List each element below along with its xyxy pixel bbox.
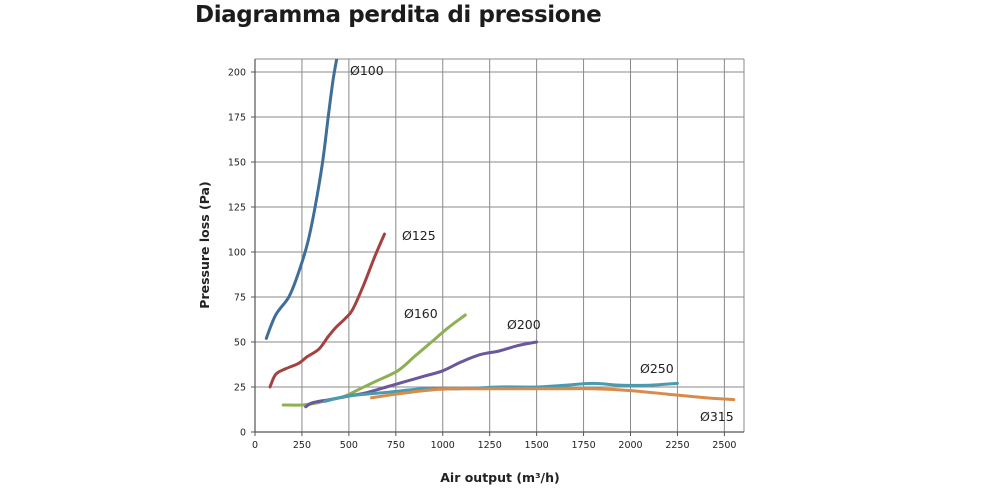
series-line-d250	[323, 381, 679, 403]
series-line-d100	[264, 59, 339, 340]
series-line-d315	[369, 387, 736, 402]
x-tick-label: 1750	[571, 440, 595, 451]
x-tick-label: 2000	[618, 440, 642, 451]
x-tick-label: 1000	[431, 440, 455, 451]
x-tick-label: 250	[293, 440, 311, 451]
series-lines	[264, 59, 736, 409]
tick-labels: 0 250 500 750 1000 1250 1500 1750 2000 2250 2500 0 2…	[228, 68, 737, 452]
x-tick-label: 750	[387, 440, 405, 451]
x-axis-label: Air output (m³/h)	[440, 470, 560, 485]
series-label-d100: Ø100	[350, 63, 384, 78]
y-tick-label: 75	[234, 293, 246, 304]
y-tick-label: 50	[234, 338, 246, 349]
y-tick-label: 150	[228, 158, 246, 169]
y-tick-label: 125	[228, 203, 246, 214]
y-tick-label: 200	[228, 68, 246, 79]
series-label-d125: Ø125	[402, 228, 436, 243]
y-axis-label: Pressure loss (Pa)	[197, 181, 212, 308]
series-labels: Ø100 Ø125 Ø160 Ø200 Ø250 Ø315	[350, 63, 734, 424]
y-tick-label: 0	[240, 428, 246, 439]
chart-title: Diagramma perdita di pressione	[195, 2, 602, 28]
series-label-d250: Ø250	[640, 361, 674, 376]
x-tick-label: 1500	[525, 440, 549, 451]
x-tick-label: 2250	[665, 440, 689, 451]
series-line-d125	[268, 232, 386, 389]
y-tick-label: 175	[228, 113, 246, 124]
grid-lines	[255, 58, 745, 432]
axes	[251, 59, 744, 436]
y-tick-label: 100	[228, 248, 246, 259]
x-tick-label: 1250	[478, 440, 502, 451]
series-label-d315: Ø315	[700, 409, 734, 424]
x-tick-label: 2500	[712, 440, 736, 451]
series-line-d200	[304, 340, 539, 409]
x-tick-label: 500	[340, 440, 358, 451]
y-tick-label: 25	[234, 383, 246, 394]
series-label-d200: Ø200	[507, 317, 541, 332]
series-label-d160: Ø160	[404, 306, 438, 321]
x-tick-label: 0	[252, 440, 258, 451]
